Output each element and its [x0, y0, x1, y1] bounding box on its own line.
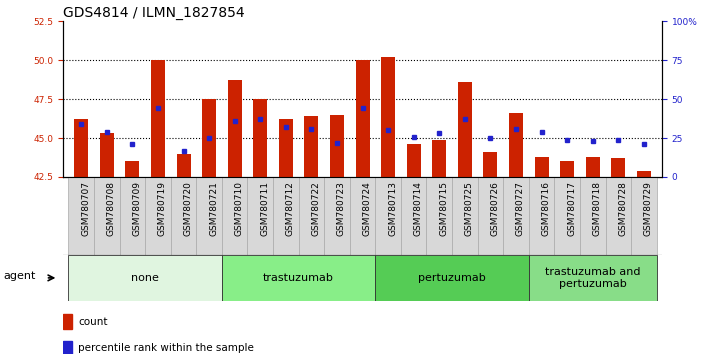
Text: GSM780708: GSM780708 — [107, 181, 116, 236]
Text: trastuzumab: trastuzumab — [263, 273, 334, 283]
Bar — [177, 154, 191, 177]
FancyBboxPatch shape — [350, 177, 375, 255]
Bar — [484, 152, 498, 177]
FancyBboxPatch shape — [580, 177, 605, 255]
FancyBboxPatch shape — [94, 177, 120, 255]
Bar — [611, 158, 625, 177]
Bar — [253, 99, 268, 177]
FancyBboxPatch shape — [529, 177, 554, 255]
Text: trastuzumab and
pertuzumab: trastuzumab and pertuzumab — [545, 267, 641, 289]
FancyBboxPatch shape — [298, 177, 325, 255]
Bar — [509, 113, 523, 177]
Bar — [534, 157, 548, 177]
Bar — [125, 161, 139, 177]
Text: GSM780710: GSM780710 — [234, 181, 244, 236]
FancyBboxPatch shape — [248, 177, 273, 255]
Bar — [407, 144, 421, 177]
Text: GSM780715: GSM780715 — [439, 181, 448, 236]
Text: count: count — [78, 317, 108, 327]
Bar — [458, 82, 472, 177]
FancyBboxPatch shape — [145, 177, 171, 255]
FancyBboxPatch shape — [120, 177, 145, 255]
Text: GSM780724: GSM780724 — [363, 181, 372, 236]
FancyBboxPatch shape — [375, 177, 401, 255]
Text: GSM780712: GSM780712 — [286, 181, 295, 236]
Text: GSM780726: GSM780726 — [491, 181, 499, 236]
Bar — [63, 341, 72, 354]
FancyBboxPatch shape — [554, 177, 580, 255]
Text: GSM780723: GSM780723 — [337, 181, 346, 236]
Text: GSM780714: GSM780714 — [414, 181, 422, 236]
FancyBboxPatch shape — [605, 177, 631, 255]
Text: GSM780717: GSM780717 — [567, 181, 576, 236]
Text: GSM780718: GSM780718 — [593, 181, 602, 236]
Bar — [381, 57, 395, 177]
Text: GDS4814 / ILMN_1827854: GDS4814 / ILMN_1827854 — [63, 6, 245, 20]
Bar — [560, 161, 574, 177]
Text: GSM780720: GSM780720 — [184, 181, 193, 236]
Text: none: none — [131, 273, 159, 283]
Bar — [304, 116, 318, 177]
Bar — [74, 119, 88, 177]
Text: GSM780713: GSM780713 — [388, 181, 397, 236]
Text: GSM780719: GSM780719 — [158, 181, 167, 236]
FancyBboxPatch shape — [529, 255, 657, 301]
FancyBboxPatch shape — [273, 177, 298, 255]
Text: GSM780729: GSM780729 — [644, 181, 653, 236]
Text: GSM780709: GSM780709 — [132, 181, 142, 236]
Bar — [330, 115, 344, 177]
FancyBboxPatch shape — [325, 177, 350, 255]
Bar — [227, 80, 241, 177]
FancyBboxPatch shape — [171, 177, 196, 255]
Text: GSM780721: GSM780721 — [209, 181, 218, 236]
Text: agent: agent — [4, 270, 35, 281]
FancyBboxPatch shape — [503, 177, 529, 255]
Bar — [100, 133, 114, 177]
Bar — [637, 171, 651, 177]
FancyBboxPatch shape — [401, 177, 427, 255]
Bar — [202, 99, 216, 177]
Text: GSM780722: GSM780722 — [311, 181, 320, 236]
Text: GSM780725: GSM780725 — [465, 181, 474, 236]
FancyBboxPatch shape — [452, 177, 477, 255]
FancyBboxPatch shape — [375, 255, 529, 301]
FancyBboxPatch shape — [196, 177, 222, 255]
Text: percentile rank within the sample: percentile rank within the sample — [78, 343, 254, 353]
Bar — [432, 139, 446, 177]
FancyBboxPatch shape — [222, 177, 248, 255]
Text: GSM780711: GSM780711 — [260, 181, 269, 236]
FancyBboxPatch shape — [631, 177, 657, 255]
FancyBboxPatch shape — [68, 177, 94, 255]
Bar — [586, 157, 600, 177]
Text: GSM780716: GSM780716 — [541, 181, 551, 236]
Bar — [63, 314, 72, 329]
FancyBboxPatch shape — [427, 177, 452, 255]
Bar — [356, 60, 370, 177]
FancyBboxPatch shape — [477, 177, 503, 255]
Text: GSM780707: GSM780707 — [81, 181, 90, 236]
Text: pertuzumab: pertuzumab — [418, 273, 486, 283]
FancyBboxPatch shape — [222, 255, 375, 301]
FancyBboxPatch shape — [68, 255, 222, 301]
Bar — [279, 119, 293, 177]
Text: GSM780728: GSM780728 — [618, 181, 627, 236]
Bar — [151, 60, 165, 177]
Text: GSM780727: GSM780727 — [516, 181, 525, 236]
